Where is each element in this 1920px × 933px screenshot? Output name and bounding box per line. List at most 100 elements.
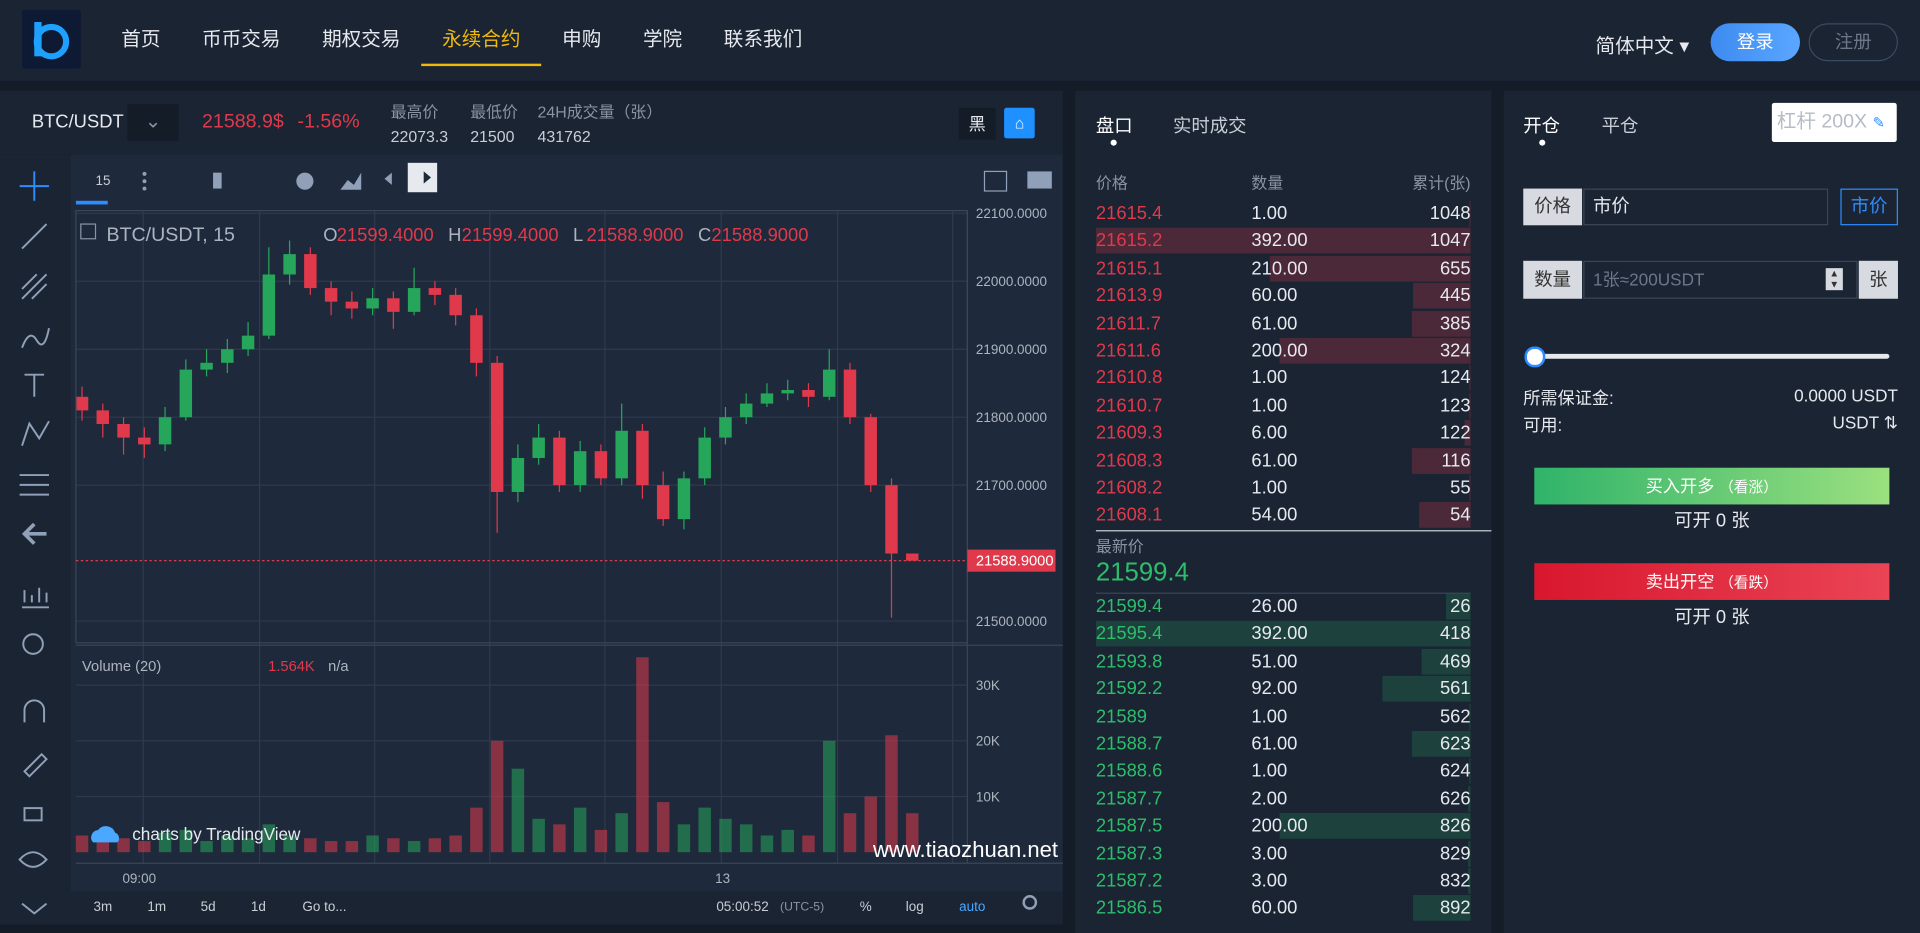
settings-icon[interactable]	[296, 172, 314, 190]
nav-item[interactable]: 联系我们	[723, 29, 803, 51]
book-price: 21599.4	[1095, 596, 1163, 618]
book-qty: 1.00	[1251, 367, 1288, 389]
scale-option[interactable]: %	[860, 899, 872, 914]
range-button[interactable]: 1m	[147, 899, 166, 914]
book-qty: 51.00	[1251, 651, 1298, 672]
dots-icon[interactable]	[142, 171, 147, 176]
depth-bar	[1419, 502, 1471, 529]
depth-bar	[1469, 392, 1471, 419]
candle-body	[283, 254, 296, 275]
book-tab[interactable]: 实时成交	[1173, 116, 1247, 138]
volume-bar	[636, 657, 649, 853]
login-button[interactable]: 登录	[1710, 23, 1801, 62]
book-total: 116	[1441, 450, 1471, 471]
nav-item[interactable]: 学院	[642, 29, 683, 51]
buy-hint: （看涨）	[1719, 478, 1778, 496]
nav-item[interactable]: 币币交易	[202, 29, 281, 51]
snapshot-icon[interactable]	[1027, 171, 1052, 189]
depth-bar	[1467, 868, 1471, 894]
qty-spinner[interactable]: ▲ ▼	[1825, 268, 1843, 291]
range-button[interactable]: Go to...	[302, 899, 346, 914]
legend-symbol: BTC/USDT, 15	[107, 224, 235, 246]
logo[interactable]	[22, 9, 81, 69]
lock-tool[interactable]	[23, 807, 43, 822]
drawing-tools	[18, 171, 50, 915]
range-button[interactable]: 1d	[251, 899, 266, 914]
undo-icon[interactable]	[384, 172, 392, 185]
theme-icon-button[interactable]: ⌂	[1004, 107, 1035, 139]
brush-tool[interactable]	[21, 327, 50, 349]
zoom-chart-tool[interactable]	[22, 587, 49, 609]
text-tool[interactable]	[24, 373, 45, 397]
theme-toggle[interactable]: 黑	[958, 107, 996, 140]
dots-icon[interactable]	[142, 186, 147, 191]
candle-body	[656, 485, 670, 520]
logo-mark	[33, 22, 70, 60]
nav-item[interactable]: 永续合约	[421, 0, 542, 67]
pattern-tool[interactable]	[21, 420, 50, 446]
scale-option[interactable]: auto	[959, 899, 985, 914]
price-input[interactable]: 市价	[1583, 188, 1829, 226]
legend-value: 21588.9000	[711, 224, 808, 245]
interval[interactable]: 15	[96, 173, 111, 188]
market-button[interactable]: 市价	[1840, 188, 1898, 226]
depth-bar	[1464, 420, 1471, 446]
volume-bar	[532, 818, 545, 853]
volume-bar	[366, 835, 379, 853]
volume-bar	[345, 841, 359, 853]
buy-button[interactable]: 买入开多 （看涨）	[1534, 467, 1890, 505]
more-tools[interactable]	[21, 902, 48, 915]
dots-icon[interactable]	[142, 179, 147, 184]
open-tab[interactable]: 开仓	[1523, 116, 1561, 138]
crosshair-tool[interactable]	[19, 171, 49, 201]
fullscreen-icon[interactable]	[983, 170, 1008, 192]
book-price: 21610.8	[1095, 367, 1163, 389]
nav-item[interactable]: 期权交易	[322, 29, 401, 51]
visibility-tool[interactable]	[18, 851, 48, 868]
book-price: 21613.9	[1095, 285, 1163, 307]
language-select[interactable]: 简体中文 ▾	[1595, 36, 1690, 58]
slider-handle[interactable]	[1524, 346, 1546, 368]
range-button[interactable]: 5d	[201, 899, 216, 914]
zoom-tool[interactable]	[22, 633, 44, 655]
candle-body	[802, 390, 815, 397]
book-tab[interactable]: 盘口	[1095, 116, 1133, 138]
register-button[interactable]: 注册	[1808, 23, 1898, 62]
language: 简体中文	[1595, 36, 1674, 58]
close-tab[interactable]: 平仓	[1601, 116, 1639, 138]
slider-track[interactable]	[1525, 353, 1890, 359]
legend-value: 21599.4000	[462, 224, 559, 245]
redo-button[interactable]	[407, 162, 438, 193]
watermark: www.tiaozhuan.net	[872, 837, 1058, 862]
branding[interactable]: charts by TradingView	[132, 824, 301, 844]
range-button[interactable]: 3m	[94, 899, 113, 914]
legend-value: 21588.9000	[587, 224, 684, 245]
book-total: 385	[1439, 312, 1471, 334]
scale-option[interactable]: log	[906, 899, 924, 914]
book-qty: 1.00	[1251, 705, 1288, 727]
lock-draw-tool[interactable]	[23, 752, 48, 778]
volume-bar	[739, 824, 753, 853]
volume-bar	[781, 829, 794, 853]
last-price-label: 21588.9000	[976, 554, 1054, 570]
qty-input[interactable]: 1张≈200USDT	[1583, 260, 1858, 299]
book-qty: 3.00	[1251, 870, 1288, 892]
book-qty: 61.00	[1251, 733, 1298, 755]
nav-item[interactable]: 首页	[121, 29, 161, 51]
nav-item[interactable]: 申购	[562, 29, 602, 51]
candle-type-icon[interactable]	[213, 172, 222, 189]
sell-button[interactable]: 卖出开空 （看跌）	[1534, 563, 1890, 600]
leverage-button[interactable]: 杠杆 200X ✎	[1771, 102, 1897, 143]
volume-value: 431762	[537, 127, 591, 146]
measure-tool[interactable]	[19, 474, 49, 496]
collapse-legend[interactable]	[80, 223, 97, 240]
magnet-tool[interactable]	[23, 699, 46, 723]
indicators-icon[interactable]	[340, 172, 362, 190]
footer-settings[interactable]	[1022, 895, 1038, 910]
fib-tool[interactable]	[21, 273, 48, 300]
volume-bar	[407, 841, 421, 853]
back-tool[interactable]	[21, 522, 47, 545]
pair-dropdown[interactable]: ⌄	[127, 104, 179, 141]
line-tool[interactable]	[21, 223, 48, 250]
